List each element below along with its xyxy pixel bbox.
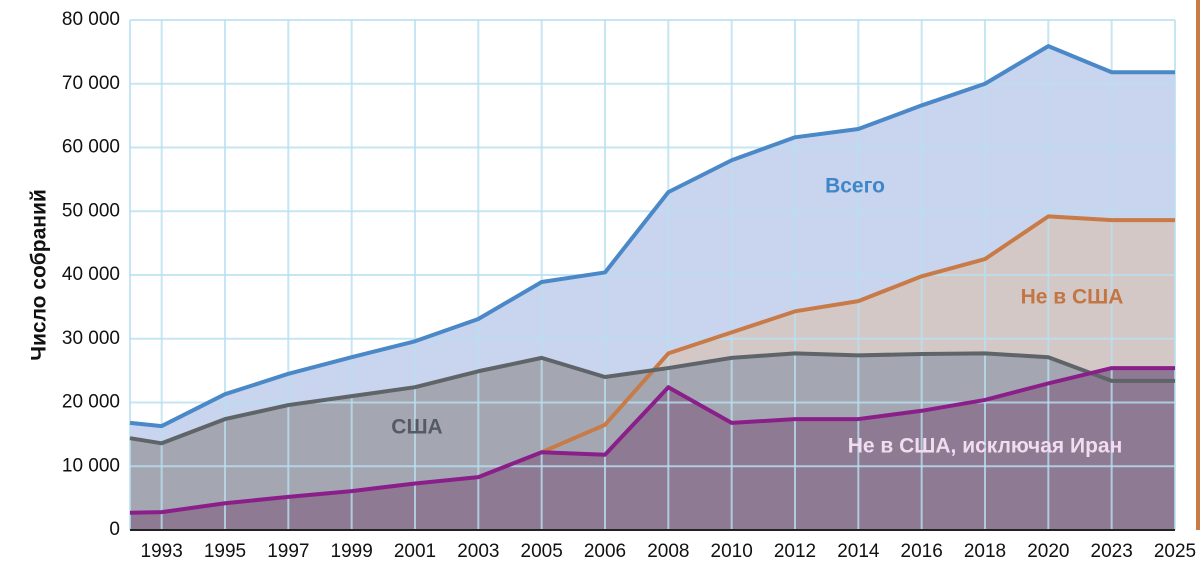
- x-tick-label: 1997: [267, 541, 309, 562]
- line: [129, 366, 1175, 515]
- x-tick-label: 2014: [837, 541, 880, 562]
- x-tick-label: 2008: [647, 541, 689, 562]
- line: [129, 44, 1175, 429]
- series-label: США: [391, 416, 442, 439]
- x-tick-label: 2003: [457, 541, 499, 562]
- x-tick-label: 2006: [584, 541, 626, 562]
- y-tick-label: 80 000: [62, 9, 120, 30]
- x-tick-label: 1999: [331, 541, 373, 562]
- y-tick-label: 10 000: [62, 455, 120, 476]
- x-tick-label: 1995: [204, 541, 246, 562]
- x-tick-label: 2016: [901, 541, 943, 562]
- x-tick-label: 1993: [141, 541, 183, 562]
- x-tick-label: 2018: [964, 541, 1006, 562]
- x-tick-label: 2012: [774, 541, 816, 562]
- area: [130, 368, 1175, 530]
- series-label: Не в США, исключая Иран: [848, 435, 1123, 458]
- y-tick-label: 30 000: [62, 328, 120, 349]
- y-tick-label: 50 000: [62, 200, 120, 221]
- y-tick-label: 70 000: [62, 73, 120, 94]
- y-axis-label: Число собраний: [28, 189, 51, 361]
- y-tick-label: 40 000: [62, 264, 120, 285]
- x-tick-label: 2020: [1027, 541, 1069, 562]
- y-tick-label: 20 000: [62, 392, 120, 413]
- line: [540, 214, 1175, 455]
- y-tick-label: 60 000: [62, 137, 120, 158]
- x-tick-label: 2025: [1154, 541, 1196, 562]
- series-label: Всего: [825, 175, 885, 198]
- x-tick-label: 2001: [394, 541, 436, 562]
- x-tick-label: 2010: [711, 541, 753, 562]
- x-tick-label: 2023: [1091, 541, 1133, 562]
- y-tick-label: 0: [109, 519, 120, 540]
- series-label: Не в США: [1021, 286, 1124, 309]
- line: [129, 351, 1175, 446]
- x-tick-label: 2005: [521, 541, 563, 562]
